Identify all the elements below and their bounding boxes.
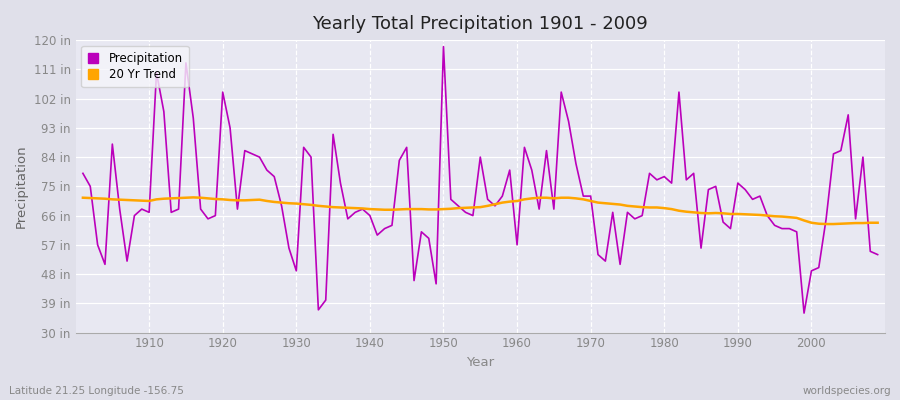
Title: Yearly Total Precipitation 1901 - 2009: Yearly Total Precipitation 1901 - 2009 <box>312 15 648 33</box>
20 Yr Trend <box>137 198 148 203</box>
Precipitation <box>798 311 809 316</box>
Precipitation <box>342 216 353 221</box>
Text: worldspecies.org: worldspecies.org <box>803 386 891 396</box>
Precipitation <box>519 145 530 150</box>
Precipitation <box>77 171 88 176</box>
20 Yr Trend <box>512 198 523 203</box>
20 Yr Trend <box>821 222 832 226</box>
X-axis label: Year: Year <box>466 356 494 369</box>
Text: Latitude 21.25 Longitude -156.75: Latitude 21.25 Longitude -156.75 <box>9 386 184 396</box>
20 Yr Trend <box>188 195 199 200</box>
Precipitation <box>512 242 523 247</box>
Precipitation <box>298 145 309 150</box>
Precipitation <box>137 207 148 212</box>
Precipitation <box>872 252 883 257</box>
20 Yr Trend <box>872 220 883 225</box>
20 Yr Trend <box>306 202 317 207</box>
20 Yr Trend <box>608 202 618 206</box>
20 Yr Trend <box>350 206 361 210</box>
Line: 20 Yr Trend: 20 Yr Trend <box>83 197 878 224</box>
Line: Precipitation: Precipitation <box>83 47 878 313</box>
Precipitation <box>608 210 618 215</box>
20 Yr Trend <box>77 195 88 200</box>
Precipitation <box>438 44 449 49</box>
Legend: Precipitation, 20 Yr Trend: Precipitation, 20 Yr Trend <box>81 46 189 87</box>
Y-axis label: Precipitation: Precipitation <box>15 144 28 228</box>
20 Yr Trend <box>519 197 530 202</box>
